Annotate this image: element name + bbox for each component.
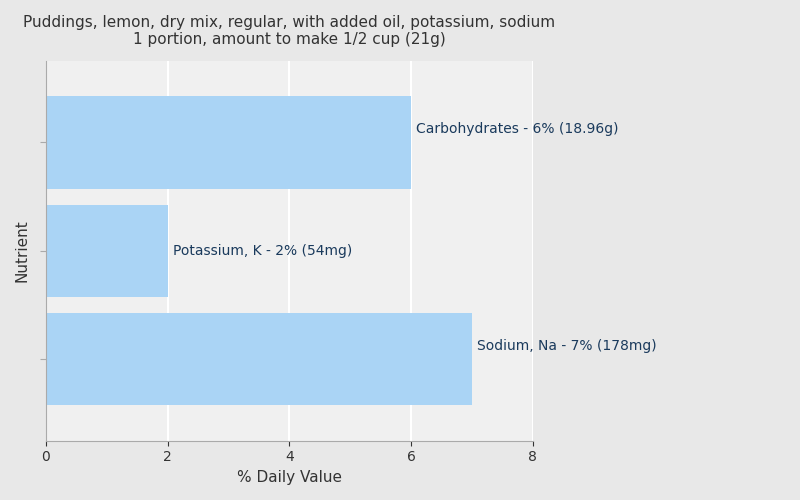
Text: Potassium, K - 2% (54mg): Potassium, K - 2% (54mg) [173,244,352,258]
Bar [46,96,411,188]
Bar [46,205,168,297]
X-axis label: % Daily Value: % Daily Value [237,470,342,485]
Text: Carbohydrates - 6% (18.96g): Carbohydrates - 6% (18.96g) [416,122,618,136]
Title: Puddings, lemon, dry mix, regular, with added oil, potassium, sodium
1 portion, : Puddings, lemon, dry mix, regular, with … [23,15,555,48]
Y-axis label: Nutrient: Nutrient [15,220,30,282]
Bar [46,314,472,406]
Text: Sodium, Na - 7% (178mg): Sodium, Na - 7% (178mg) [477,340,656,353]
